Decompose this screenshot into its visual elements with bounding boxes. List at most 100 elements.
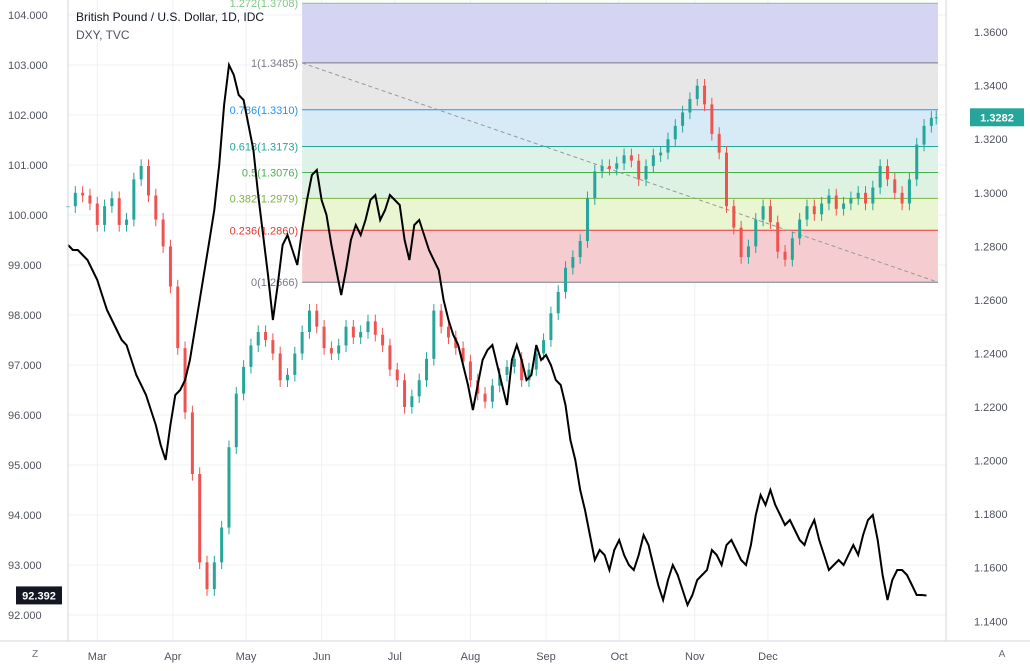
fib-zone bbox=[302, 3, 939, 63]
candle-body bbox=[564, 267, 568, 292]
candle-body bbox=[366, 321, 370, 333]
candle-body bbox=[929, 117, 933, 126]
candle-body bbox=[461, 348, 465, 362]
auto-scale-toggle-a[interactable]: A bbox=[993, 646, 1011, 664]
candle-body bbox=[388, 345, 392, 370]
fib-level-label: 0.618(1.3173) bbox=[230, 141, 299, 153]
candle-body bbox=[198, 473, 202, 563]
candle-body bbox=[212, 562, 216, 590]
log-scale-toggle-z[interactable]: Z bbox=[26, 646, 44, 664]
candle-body bbox=[512, 358, 516, 367]
candle-body bbox=[934, 117, 938, 119]
candle-body bbox=[264, 332, 268, 341]
candle-body bbox=[410, 396, 414, 408]
left-tick-label: 95.000 bbox=[8, 460, 42, 472]
right-tick-label: 1.1800 bbox=[974, 509, 1008, 521]
fibonacci-retracement[interactable]: 0(1.2666) 0.236(1.2860) 0.382(1.2979) 0.5(1… bbox=[230, 0, 939, 289]
candle-body bbox=[227, 447, 231, 528]
left-tick-label: 104.000 bbox=[8, 10, 48, 22]
candle-body bbox=[132, 179, 136, 220]
left-tick-label: 93.000 bbox=[8, 560, 42, 572]
candle-body bbox=[783, 251, 787, 260]
candle-body bbox=[439, 310, 443, 327]
candle-body bbox=[381, 334, 385, 346]
fib-zone bbox=[302, 109, 939, 147]
fib-zone bbox=[302, 62, 939, 110]
fib-level-label: 0.236(1.2860) bbox=[230, 225, 299, 237]
dxy-last-value: 92.392 bbox=[22, 590, 56, 602]
candle-body bbox=[117, 198, 121, 225]
candle-body bbox=[849, 198, 853, 204]
candle-body bbox=[651, 155, 655, 167]
candle-body bbox=[739, 227, 743, 258]
candle-body bbox=[359, 332, 363, 338]
candle-body bbox=[81, 192, 85, 196]
right-tick-label: 1.1400 bbox=[974, 616, 1008, 628]
left-tick-label: 103.000 bbox=[8, 60, 48, 72]
fib-level-label: 1.272(1.3708) bbox=[230, 0, 299, 10]
candle-body bbox=[922, 125, 926, 145]
candle-body bbox=[337, 345, 341, 354]
candle-body bbox=[176, 286, 180, 349]
candle-body bbox=[446, 326, 450, 338]
candle-body bbox=[403, 380, 407, 408]
right-tick-label: 1.3400 bbox=[974, 81, 1008, 93]
fib-zone bbox=[302, 146, 939, 173]
gbpusd-last-value-badge bbox=[970, 108, 1024, 127]
candle-body bbox=[907, 179, 911, 204]
x-tick-label: Oct bbox=[611, 651, 628, 663]
left-tick-label: 100.000 bbox=[8, 210, 48, 222]
candle-body bbox=[168, 246, 172, 287]
right-tick-label: 1.3000 bbox=[974, 188, 1008, 200]
candle-body bbox=[688, 99, 692, 113]
candle-body bbox=[454, 337, 458, 349]
candle-body bbox=[315, 310, 319, 327]
candle-body bbox=[205, 562, 209, 590]
candle-body bbox=[432, 310, 436, 359]
right-tick-label: 1.2200 bbox=[974, 402, 1008, 414]
candle-body bbox=[871, 187, 875, 204]
left-tick-label: 99.000 bbox=[8, 260, 42, 272]
candle-body bbox=[425, 358, 429, 381]
chart-title: British Pound / U.S. Dollar, 1D, IDC bbox=[76, 10, 265, 24]
candle-body bbox=[681, 112, 685, 126]
candle-body bbox=[395, 369, 399, 381]
candle-body bbox=[666, 139, 670, 153]
candle-body bbox=[827, 195, 831, 204]
candle-body bbox=[542, 340, 546, 354]
x-tick-label: Nov bbox=[685, 651, 705, 663]
candle-body bbox=[571, 257, 575, 268]
candle-body bbox=[585, 198, 589, 242]
candle-body bbox=[300, 332, 304, 354]
candle-body bbox=[629, 155, 633, 161]
left-tick-label: 97.000 bbox=[8, 360, 42, 372]
candle-body bbox=[615, 163, 619, 169]
candle-body bbox=[725, 152, 728, 207]
candle-body bbox=[286, 374, 289, 381]
candle-body bbox=[161, 219, 165, 247]
left-tick-label: 96.000 bbox=[8, 410, 42, 422]
candle-body bbox=[351, 326, 355, 338]
x-tick-label: May bbox=[236, 651, 257, 663]
candle-body bbox=[703, 85, 707, 105]
candle-body bbox=[344, 326, 348, 346]
candle-body bbox=[776, 222, 780, 252]
x-tick-label: Dec bbox=[758, 651, 778, 663]
candle-body bbox=[549, 313, 553, 341]
candle-body bbox=[234, 393, 238, 448]
fib-zone bbox=[302, 230, 939, 283]
candle-body bbox=[322, 326, 326, 349]
candle-body bbox=[659, 152, 663, 156]
x-tick-label: Jun bbox=[313, 651, 331, 663]
candle-body bbox=[468, 361, 472, 381]
candle-body bbox=[637, 160, 641, 180]
candle-body bbox=[534, 353, 538, 370]
candle-body bbox=[710, 104, 714, 134]
fib-level-label: 1(1.3485) bbox=[251, 58, 298, 70]
candle-body bbox=[864, 192, 868, 204]
candle-body bbox=[110, 198, 114, 207]
candle-body bbox=[885, 166, 889, 180]
candle-body bbox=[878, 166, 882, 188]
candle-body bbox=[125, 219, 129, 225]
